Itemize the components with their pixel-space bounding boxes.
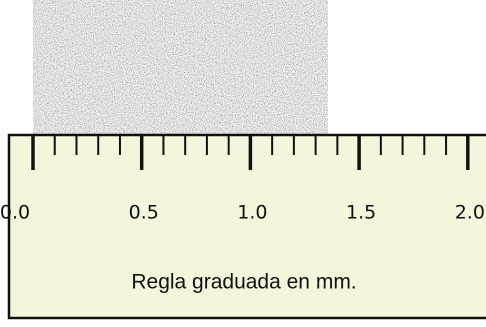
scale-label: 1.5 — [346, 202, 376, 224]
granite-sample — [33, 0, 328, 136]
scale-label: 0.5 — [129, 202, 159, 224]
scale-label: 2.0 — [455, 202, 485, 224]
caption: Regla graduada en mm. — [131, 271, 356, 294]
scale-label: 0.0 — [0, 202, 30, 224]
scale-label: 1.0 — [237, 202, 267, 224]
ruler-diagram: 0.0 0.5 1.0 1.5 2.0 Regla graduada en mm. — [0, 0, 486, 323]
